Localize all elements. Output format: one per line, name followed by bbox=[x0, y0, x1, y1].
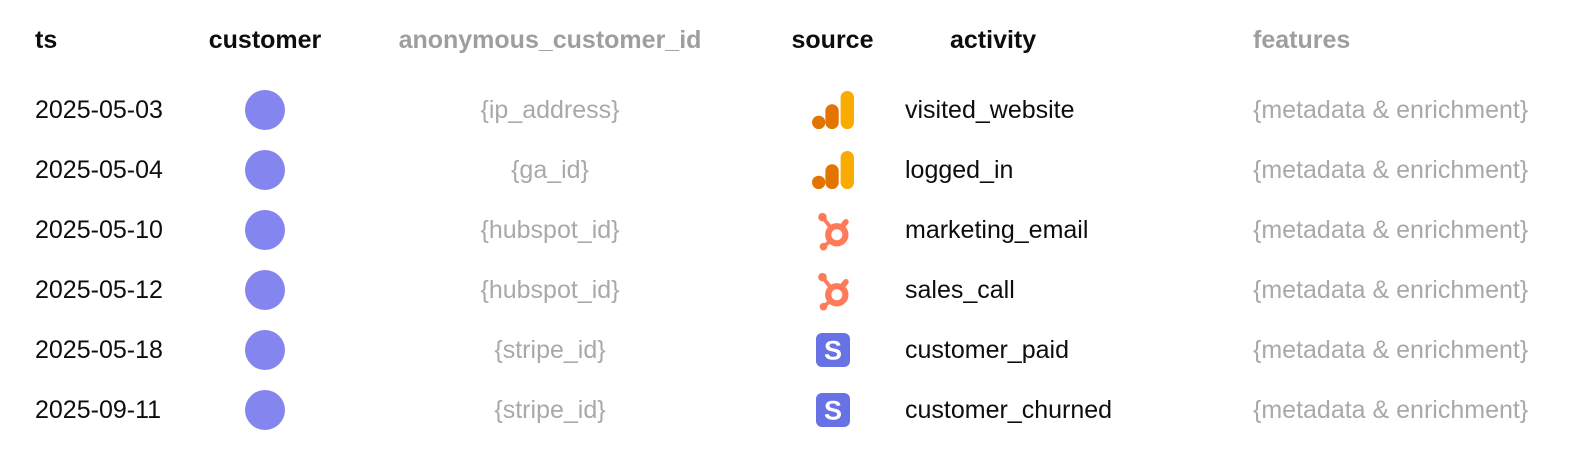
activity-cell: customer_paid bbox=[905, 335, 1069, 364]
customer-cell bbox=[210, 140, 320, 200]
customer-cell bbox=[210, 200, 320, 260]
customer-avatar bbox=[245, 210, 285, 250]
ts-cell: 2025-05-12 bbox=[35, 275, 163, 304]
table-row: 2025-05-10 {hubspot_id} marketing_email … bbox=[0, 200, 1572, 260]
ts-cell: 2025-05-03 bbox=[35, 95, 163, 124]
table-row: 2025-05-03 {ip_address} visited_website … bbox=[0, 80, 1572, 140]
activity-cell: visited_website bbox=[905, 95, 1075, 124]
hubspot-icon bbox=[812, 269, 854, 311]
source-cell: S bbox=[780, 380, 885, 440]
ts-cell: 2025-05-04 bbox=[35, 155, 163, 184]
anonymous-id-cell: {ga_id} bbox=[511, 155, 589, 184]
ts-cell: 2025-05-18 bbox=[35, 335, 163, 364]
customer-cell bbox=[210, 80, 320, 140]
source-cell: S bbox=[780, 320, 885, 380]
svg-text:S: S bbox=[823, 396, 841, 426]
features-cell: {metadata & enrichment} bbox=[1253, 155, 1529, 184]
source-cell bbox=[780, 200, 885, 260]
customer-avatar bbox=[245, 390, 285, 430]
activity-table: ts customer anonymous_customer_id source… bbox=[0, 0, 1572, 440]
ts-cell: 2025-09-11 bbox=[35, 395, 162, 424]
source-cell bbox=[780, 260, 885, 320]
column-header-source: source bbox=[791, 25, 874, 54]
customer-cell bbox=[210, 380, 320, 440]
table-row: 2025-05-18 {stripe_id} S customer_paid {… bbox=[0, 320, 1572, 380]
customer-cell bbox=[210, 320, 320, 380]
google-analytics-icon bbox=[810, 150, 856, 190]
hubspot-icon bbox=[812, 209, 854, 251]
features-cell: {metadata & enrichment} bbox=[1253, 335, 1529, 364]
customer-avatar bbox=[245, 330, 285, 370]
table-header-row: ts customer anonymous_customer_id source… bbox=[0, 0, 1572, 80]
anonymous-id-cell: {hubspot_id} bbox=[480, 215, 620, 244]
svg-text:S: S bbox=[823, 336, 841, 366]
column-header-customer: customer bbox=[208, 25, 322, 54]
source-cell bbox=[780, 80, 885, 140]
google-analytics-icon bbox=[810, 90, 856, 130]
customer-avatar bbox=[245, 150, 285, 190]
activity-cell: logged_in bbox=[905, 155, 1014, 184]
stripe-icon: S bbox=[815, 332, 851, 368]
source-cell bbox=[780, 140, 885, 200]
table-row: 2025-05-04 {ga_id} logged_in {metadata &… bbox=[0, 140, 1572, 200]
features-cell: {metadata & enrichment} bbox=[1253, 215, 1529, 244]
column-header-ts: ts bbox=[35, 25, 58, 54]
features-cell: {metadata & enrichment} bbox=[1253, 95, 1529, 124]
activity-cell: sales_call bbox=[905, 275, 1015, 304]
activity-cell: customer_churned bbox=[905, 395, 1113, 424]
features-cell: {metadata & enrichment} bbox=[1253, 275, 1529, 304]
column-header-features: features bbox=[1253, 25, 1351, 54]
table-row: 2025-05-12 {hubspot_id} sales_call {meta… bbox=[0, 260, 1572, 320]
anonymous-id-cell: {stripe_id} bbox=[494, 395, 606, 424]
customer-avatar bbox=[245, 90, 285, 130]
stripe-icon: S bbox=[815, 392, 851, 428]
anonymous-id-cell: {ip_address} bbox=[480, 95, 620, 124]
column-header-anonymous-customer-id: anonymous_customer_id bbox=[398, 25, 702, 54]
anonymous-id-cell: {stripe_id} bbox=[494, 335, 606, 364]
anonymous-id-cell: {hubspot_id} bbox=[480, 275, 620, 304]
table-row: 2025-09-11 {stripe_id} S customer_churne… bbox=[0, 380, 1572, 440]
customer-cell bbox=[210, 260, 320, 320]
activity-cell: marketing_email bbox=[905, 215, 1089, 244]
customer-avatar bbox=[245, 270, 285, 310]
ts-cell: 2025-05-10 bbox=[35, 215, 163, 244]
column-header-activity: activity bbox=[950, 25, 1037, 54]
features-cell: {metadata & enrichment} bbox=[1253, 395, 1529, 424]
